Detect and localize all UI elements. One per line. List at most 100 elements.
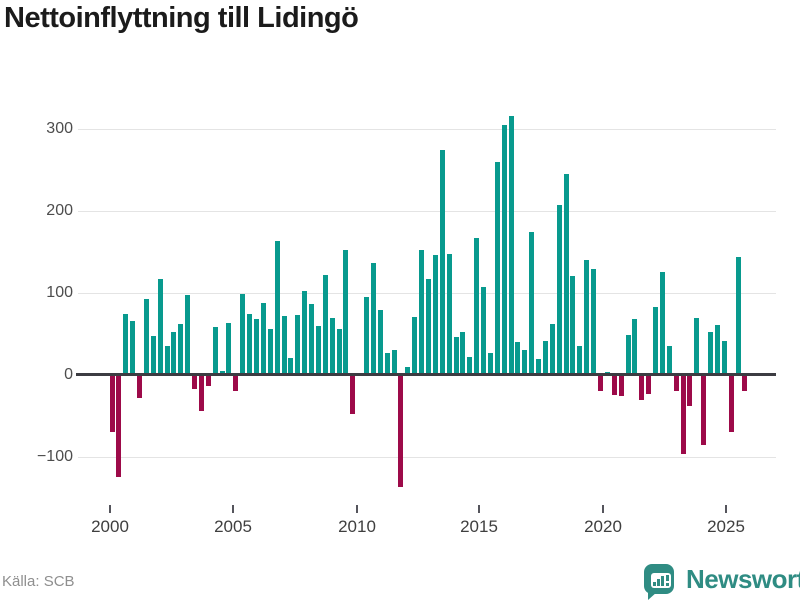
bar-positive [419,250,424,375]
bar-positive [282,316,287,375]
bar-positive [316,326,321,375]
bar-negative [639,375,644,400]
bar-positive [557,205,562,375]
chart-title: Nettoinflyttning till Lidingö [4,2,359,34]
bar-positive [247,314,252,375]
bar-positive [447,254,452,375]
bar-positive [481,287,486,375]
bar-negative [233,375,238,391]
bar-positive [474,238,479,375]
bar-positive [502,125,507,375]
bar-positive [151,336,156,375]
bar-positive [240,294,245,375]
bar-negative [681,375,686,454]
x-tick-mark [356,505,358,513]
bar-positive [144,299,149,375]
bar-positive [736,257,741,375]
x-tick-mark [725,505,727,513]
bar-positive [467,357,472,375]
bar-negative [701,375,706,445]
x-tick-label: 2025 [707,517,745,536]
bar-negative [742,375,747,391]
logo-chart-bubble-icon [644,564,674,594]
bar-negative [612,375,617,395]
bar-positive [130,321,135,375]
logo-wordmark: Newsworthy [686,564,800,594]
bar-positive [213,327,218,375]
bar-negative [192,375,197,389]
x-tick-mark [478,505,480,513]
bar-negative [137,375,142,398]
bar-negative [398,375,403,487]
logo-bubble-tail [648,592,657,600]
bar-positive [378,310,383,375]
bar-positive [632,319,637,375]
bar-positive [371,263,376,375]
x-tick-mark [602,505,604,513]
bar-positive [254,319,259,375]
bar-positive [488,353,493,375]
y-tick-label: 100 [46,284,73,301]
bar-positive [330,318,335,375]
bar-positive [564,174,569,375]
bar-negative [687,375,692,406]
bar-positive [412,317,417,375]
bar-positive [185,295,190,375]
bar-positive [226,323,231,375]
bar-positive [385,353,390,375]
x-tick-mark [232,505,234,513]
bar-positive [171,332,176,375]
bar-positive [426,279,431,375]
bar-positive [323,275,328,375]
bar-positive [529,232,534,375]
bar-positive [337,329,342,375]
x-tick-label: 2000 [91,517,129,536]
source-note: Källa: SCB [2,573,75,590]
x-tick-mark [109,505,111,513]
bar-positive [268,329,273,375]
bar-positive [660,272,665,375]
y-tick-label: 200 [46,202,73,219]
x-tick-label: 2020 [584,517,622,536]
bar-negative [619,375,624,396]
gridline--100 [78,457,776,458]
bar-positive [302,291,307,375]
logo-mini-barchart-icon [651,573,671,588]
bar-positive [543,341,548,375]
bar-positive [123,314,128,375]
bar-negative [110,375,115,432]
bar-positive [509,116,514,375]
bar-positive [364,297,369,375]
bar-positive [178,324,183,375]
bar-positive [392,350,397,375]
bar-positive [550,324,555,375]
bar-positive [288,358,293,375]
gridline-200 [78,211,776,212]
y-tick-label: 0 [64,366,73,383]
y-tick-label: −100 [36,448,73,465]
bar-positive [653,307,658,375]
bar-positive [275,241,280,375]
bar-positive [460,332,465,375]
bar-negative [646,375,651,394]
bar-positive [626,335,631,375]
bar-positive [261,303,266,375]
bar-positive [433,255,438,375]
bar-negative [729,375,734,432]
bar-positive [591,269,596,375]
bar-negative [206,375,211,386]
bar-positive [722,341,727,375]
x-tick-label: 2010 [338,517,376,536]
bar-positive [343,250,348,375]
bar-positive [495,162,500,375]
gridline-300 [78,129,776,130]
x-tick-label: 2005 [214,517,252,536]
bar-positive [454,337,459,375]
y-tick-label: 300 [46,120,73,137]
bar-positive [295,315,300,375]
bar-positive [165,346,170,375]
bar-positive [440,150,445,375]
zero-axis-line [76,373,776,376]
